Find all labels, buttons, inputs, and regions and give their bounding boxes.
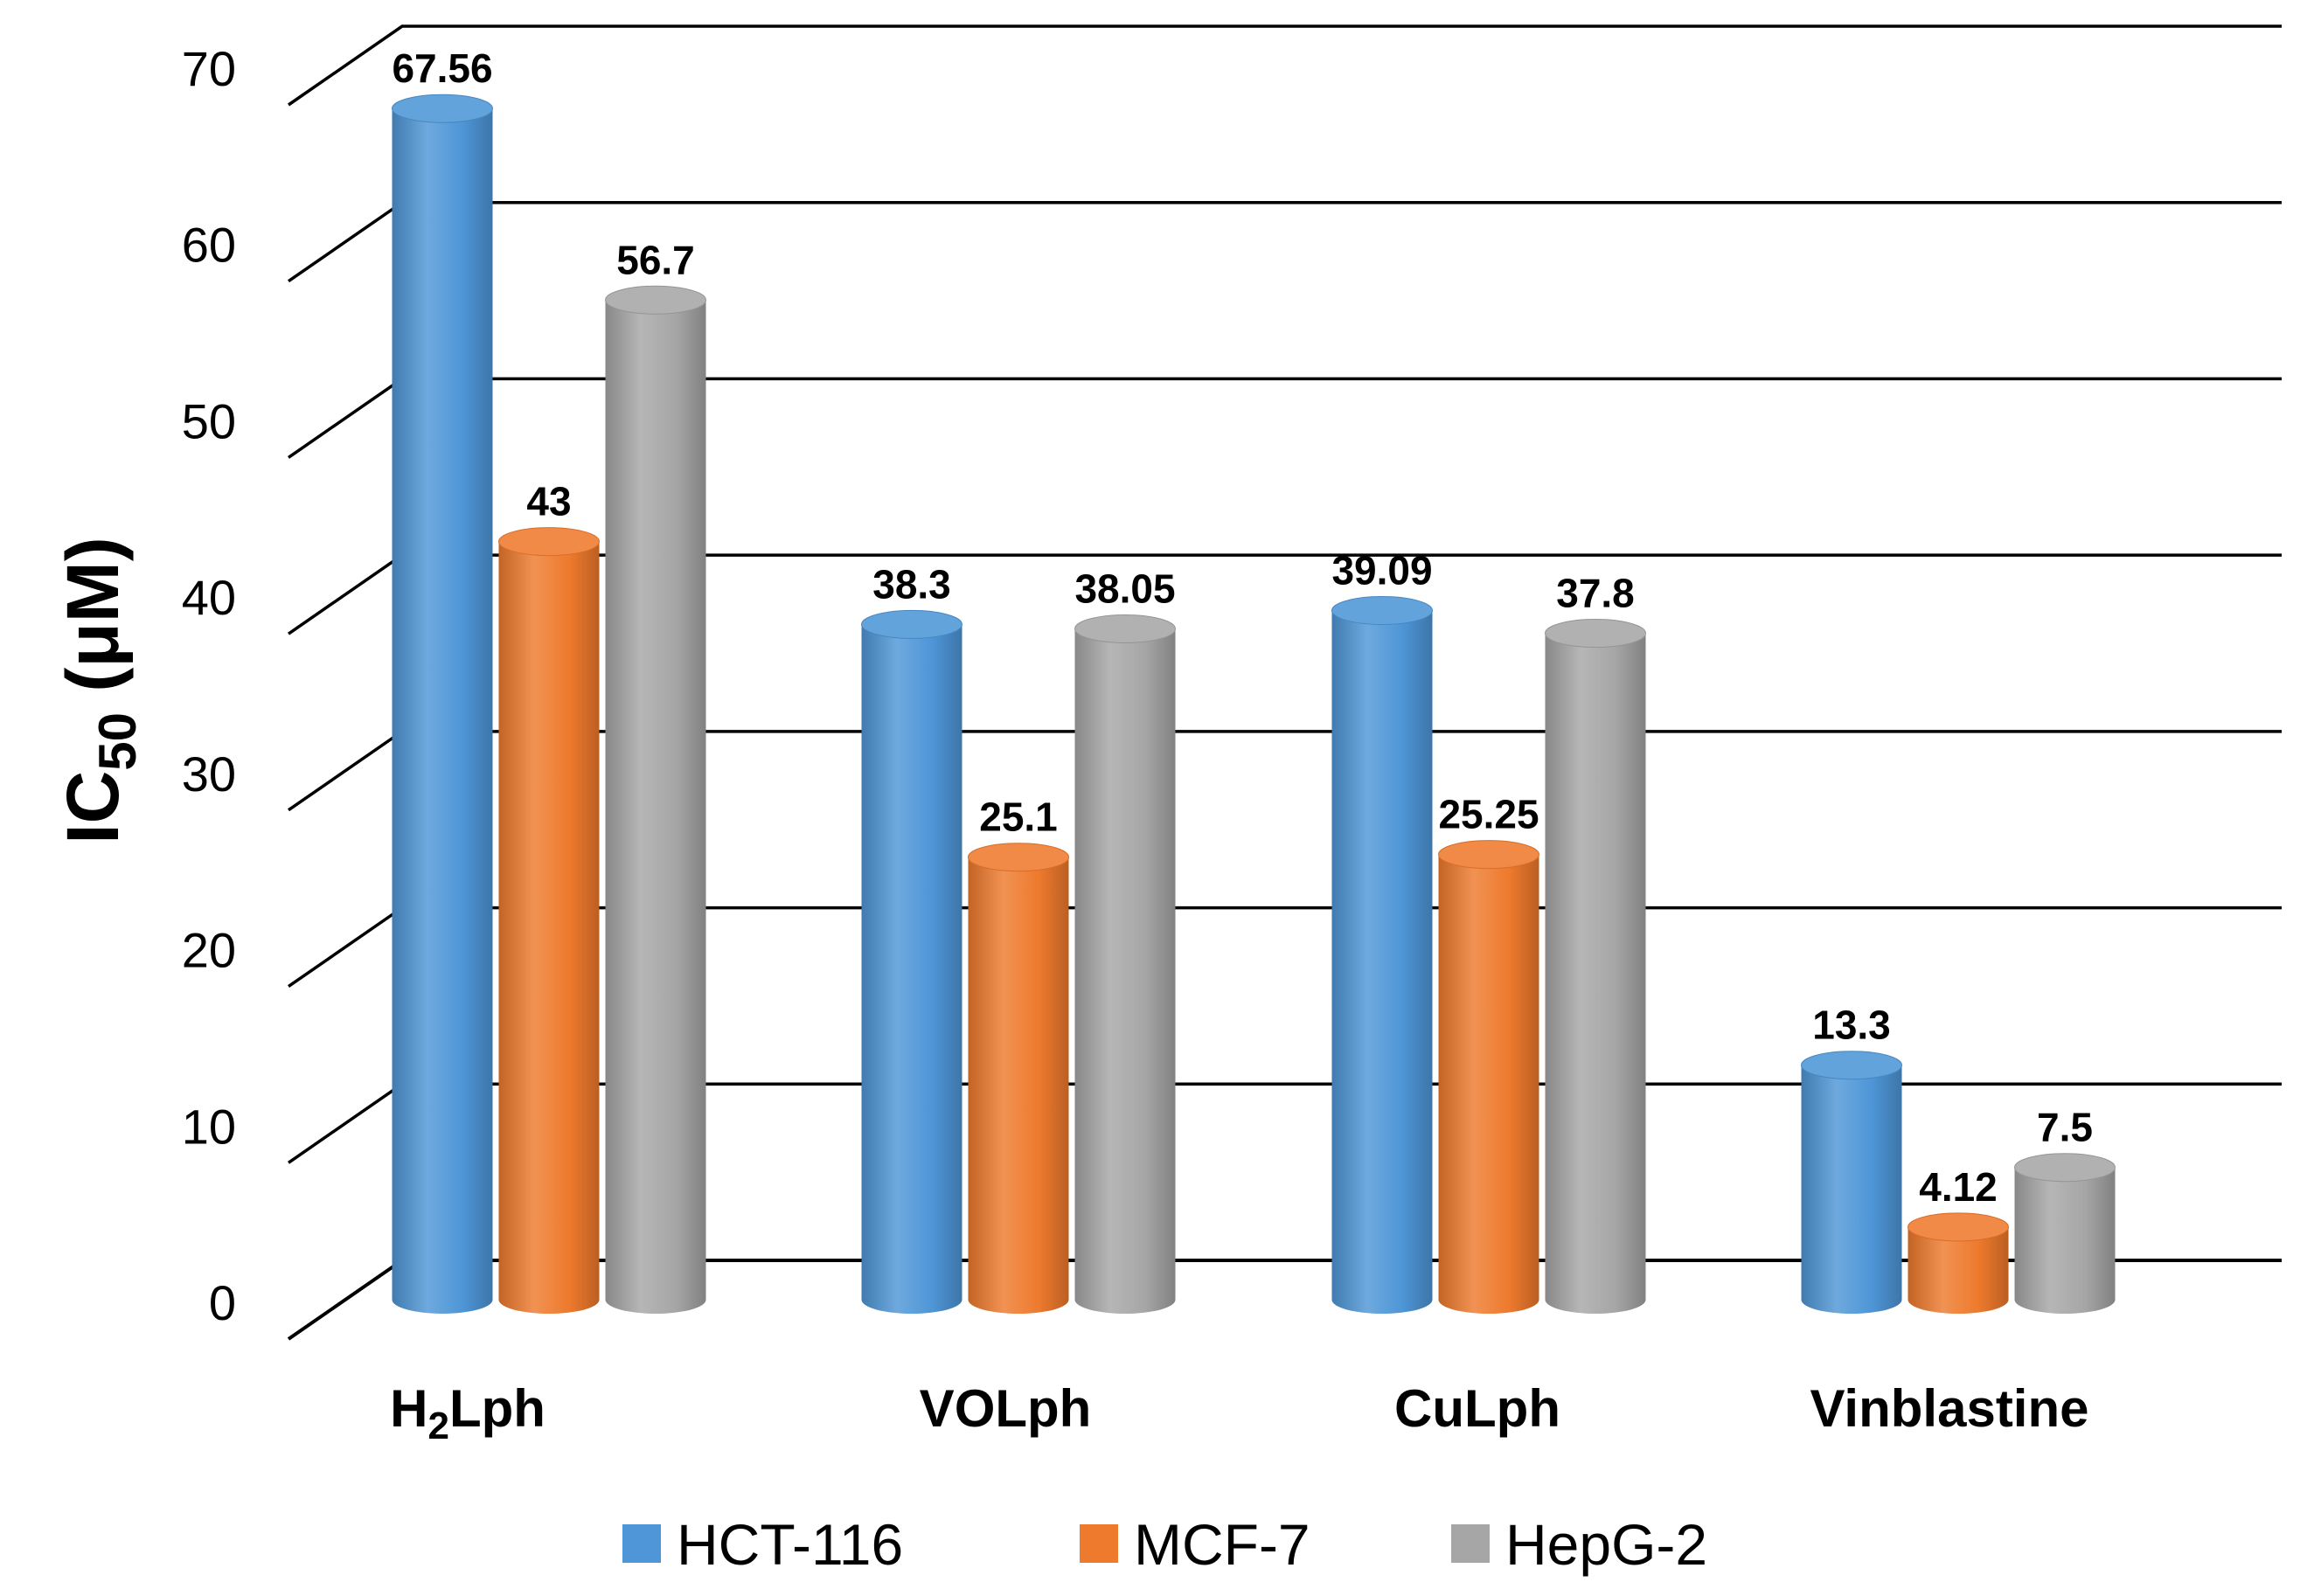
legend-swatch: [1451, 1524, 1490, 1563]
legend: HCT-116 MCF-7 HepG-2: [622, 1512, 1707, 1577]
bar-cap: [498, 527, 600, 557]
bar-cap: [392, 94, 493, 123]
bar-hepg-2-1: [1074, 614, 1176, 1314]
data-label-hct-116-2: 39.09: [1331, 547, 1432, 593]
bar-body: [1331, 610, 1433, 1314]
bar-cap: [968, 843, 1069, 872]
bar-hct-116-0: [392, 94, 493, 1314]
y-axis-ticks: 0 10 20 30 40 50 60 70: [182, 41, 236, 1330]
legend-swatch: [1080, 1524, 1118, 1563]
bar-body: [605, 300, 706, 1314]
bar-body: [1545, 633, 1646, 1314]
data-label-hepg-2-2: 37.8: [1556, 571, 1635, 616]
legend-label: MCF-7: [1134, 1512, 1310, 1577]
y-tick-label-50: 50: [182, 393, 236, 448]
bar-cap: [605, 285, 706, 315]
data-label-mcf-7-2: 25.25: [1438, 792, 1539, 837]
bar-cap: [1331, 595, 1433, 625]
category-label-2: CuLph: [1394, 1379, 1560, 1438]
gridline-60: [288, 200, 2282, 283]
gridline-70: [288, 24, 2282, 107]
y-tick-label-10: 10: [182, 1099, 236, 1154]
bar-hepg-2-3: [2014, 1153, 2116, 1314]
data-label-hepg-2-0: 56.7: [616, 237, 695, 282]
legend-item-hepg-2: HepG-2: [1451, 1512, 1707, 1577]
bar-cap: [1438, 840, 1539, 870]
y-tick-label-60: 60: [182, 218, 236, 273]
bar-body: [861, 624, 962, 1314]
legend-label: HCT-116: [677, 1512, 903, 1577]
legend-item-hct-116: HCT-116: [622, 1512, 903, 1577]
bar-cap: [1545, 619, 1646, 649]
bar-body: [1438, 854, 1539, 1314]
legend-label: HepG-2: [1505, 1512, 1707, 1577]
gridline-50: [288, 377, 2282, 459]
bar-cap: [2014, 1153, 2116, 1183]
bar-hepg-2-0: [605, 285, 706, 1314]
data-label-mcf-7-3: 4.12: [1919, 1164, 1998, 1210]
bar-mcf-7-0: [498, 527, 600, 1314]
category-label-1: VOLph: [920, 1379, 1092, 1438]
data-label-hepg-2-3: 7.5: [2037, 1105, 2093, 1150]
bar-cap: [1074, 614, 1176, 643]
y-tick-label-70: 70: [182, 41, 236, 96]
category-label-0: H2Lph: [390, 1379, 546, 1447]
bar-mcf-7-1: [968, 843, 1069, 1314]
data-label-hepg-2-1: 38.05: [1074, 566, 1175, 611]
data-label-hct-116-0: 67.56: [392, 45, 492, 91]
bars: [392, 94, 2116, 1314]
data-label-hct-116-3: 13.3: [1812, 1003, 1891, 1048]
category-label-3: Vinblastine: [1810, 1379, 2089, 1438]
data-labels: 67.56 43 56.7 38.3 25.1 38.05 39.09 25.25 37.8 13…: [392, 45, 2093, 1210]
y-tick-label-0: 0: [209, 1275, 236, 1330]
legend-item-mcf-7: MCF-7: [1080, 1512, 1310, 1577]
y-tick-label-20: 20: [182, 923, 236, 978]
bar-body: [1801, 1065, 1902, 1314]
bar-hct-116-2: [1331, 595, 1433, 1314]
y-axis-title-text: IC50 (μM): [52, 537, 147, 843]
bar-cap: [861, 609, 962, 639]
bar-hct-116-3: [1801, 1051, 1902, 1314]
bar-cap: [1801, 1051, 1902, 1080]
y-axis-title: IC50 (μM): [52, 537, 147, 843]
bar-body: [498, 541, 600, 1314]
category-labels: H2Lph VOLph CuLph Vinblastine: [390, 1379, 2088, 1447]
bar-mcf-7-2: [1438, 840, 1539, 1314]
bar-cap: [1908, 1212, 2009, 1242]
data-label-mcf-7-1: 25.1: [979, 795, 1058, 840]
bar-hepg-2-2: [1545, 619, 1646, 1314]
bar-body: [2014, 1167, 2116, 1314]
bar-body: [392, 108, 493, 1314]
bar-body: [1908, 1226, 2009, 1314]
bar-mcf-7-3: [1908, 1212, 2009, 1314]
data-label-hct-116-1: 38.3: [872, 561, 951, 607]
data-label-mcf-7-0: 43: [526, 479, 571, 524]
legend-swatch: [622, 1524, 661, 1563]
y-tick-label-40: 40: [182, 570, 236, 625]
y-tick-label-30: 30: [182, 746, 236, 801]
bar-body: [1074, 628, 1176, 1314]
bar-hct-116-1: [861, 609, 962, 1314]
bar-body: [968, 857, 1069, 1314]
